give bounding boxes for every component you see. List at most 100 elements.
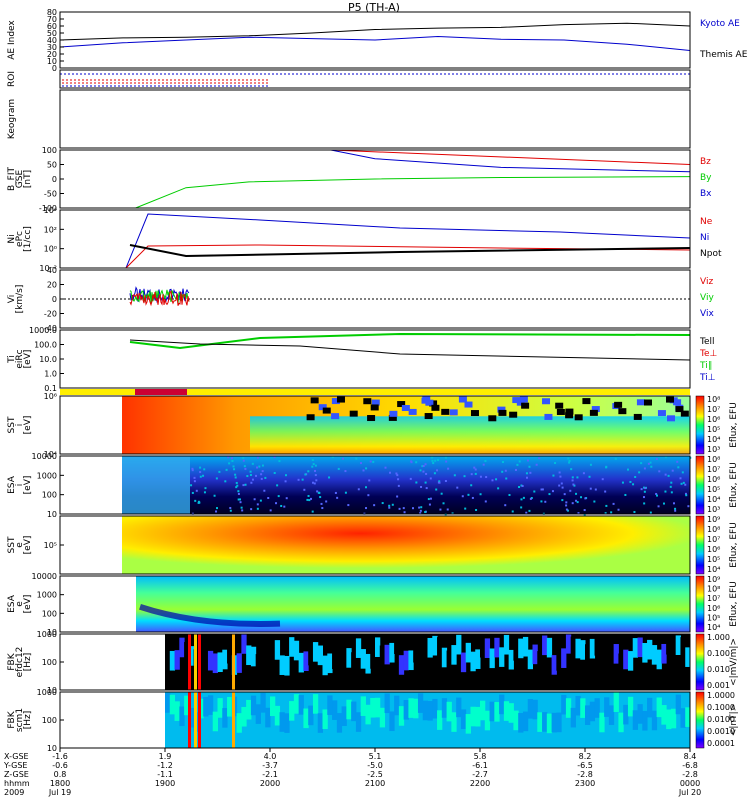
fbk-pixel: [289, 701, 295, 721]
fbk-pixel: [456, 697, 462, 718]
esa-ion-noise-pixel: [541, 488, 544, 491]
esa-ion-noise-pixel: [308, 499, 311, 502]
colorbar-tick-label: 10⁶: [707, 545, 720, 554]
esa-ion-noise-pixel: [664, 473, 667, 476]
y-tick-label: 0: [52, 64, 57, 73]
legend-entry: Ne: [700, 217, 713, 227]
colorbar-tick-label: 10⁷: [707, 405, 720, 414]
esa-ion-noise-pixel: [484, 500, 487, 503]
esa-ion-noise-pixel: [467, 493, 470, 496]
esa-ion-noise-pixel: [569, 489, 572, 492]
fbk-pixel: [551, 712, 557, 733]
esa-ion-noise-pixel: [275, 502, 278, 505]
fbk-pixel: [346, 648, 352, 668]
esa-ion-noise-pixel: [232, 465, 235, 468]
esa-ion-noise-pixel: [425, 472, 428, 475]
esa-ion-noise-pixel: [254, 474, 257, 477]
esa-ion-noise-pixel: [261, 470, 264, 473]
sst-ion-noise-pixel: [424, 413, 433, 420]
y-tick-label: 10⁵: [44, 541, 57, 550]
fbk-pixel: [370, 697, 376, 718]
sst-ion-noise-pixel: [363, 398, 372, 405]
colorbar-tick-label: 0.100: [707, 649, 730, 658]
fbk-pixel: [341, 706, 347, 726]
fbk-pixel: [317, 645, 323, 666]
esa-ion-noise-pixel: [429, 497, 432, 500]
sst-ion-noise-pixel: [509, 411, 518, 418]
fbk-pixel: [351, 701, 357, 722]
esa-ion-noise-pixel: [191, 469, 194, 472]
fbk-pixel: [580, 698, 586, 718]
fbk-pixel: [670, 708, 677, 729]
esa-ion-noise-pixel: [314, 464, 317, 467]
esa-ion-noise-pixel: [528, 465, 531, 468]
esa-ion-noise-pixel: [284, 480, 287, 483]
panel-12: 1.0000 0.1000 0.0100 0.0010 0.0001 <|nT|> 1000…: [7, 688, 739, 753]
esa-ion-noise-pixel: [241, 509, 244, 512]
esa-ion-noise-pixel: [446, 508, 449, 511]
fbk-pixel: [508, 649, 514, 670]
esa-ion-noise-pixel: [237, 498, 240, 501]
esa-ion-noise-pixel: [674, 509, 677, 512]
colorbar-tick-label: 0.0001: [707, 739, 735, 748]
fbk-pixel: [537, 651, 543, 671]
panel-frame: [59, 455, 691, 515]
colorbar-tick-label: 10⁷: [707, 594, 720, 603]
x-axis-row-label: Z-GSE: [4, 770, 29, 779]
esa-ion-noise-pixel: [456, 486, 459, 489]
esa-ion-noise-pixel: [402, 507, 405, 510]
esa-ion-noise-pixel: [365, 507, 368, 510]
x-tick-label: 5.8: [474, 752, 487, 761]
esa-ion-noise-pixel: [256, 503, 259, 506]
esa-ion-noise-pixel: [582, 472, 585, 475]
fbk-pixel: [546, 637, 553, 658]
esa-ion-noise-pixel: [218, 470, 221, 473]
esa-ion-noise-pixel: [680, 482, 683, 485]
esa-ion-noise-pixel: [280, 504, 283, 507]
fbk-pixel: [542, 635, 548, 656]
esa-ion-noise-pixel: [583, 509, 586, 512]
esa-ion-noise-pixel: [438, 481, 441, 484]
y-tick-label: 10000: [32, 572, 57, 581]
x-tick-label: 1800: [50, 779, 70, 788]
esa-ion-noise-pixel: [419, 509, 422, 512]
sst-ion-noise-pixel: [636, 399, 645, 406]
fbk-pixel: [260, 693, 266, 713]
esa-ion-noise-pixel: [409, 477, 412, 480]
esa-ion-noise-pixel: [355, 457, 358, 460]
esa-ion-noise-pixel: [610, 511, 613, 514]
y-tick-label: 1000.0: [29, 326, 57, 335]
esa-ion-noise-pixel: [234, 476, 237, 479]
fbk-burst: [188, 634, 191, 690]
esa-ion-noise-pixel: [278, 460, 281, 463]
fbk-pixel: [556, 712, 562, 733]
sst-ion-noise-pixel: [310, 397, 319, 404]
esa-ion-noise-pixel: [504, 469, 507, 472]
y-axis-label: Keogram: [7, 99, 17, 139]
y-tick-label: -40: [44, 324, 57, 333]
colorbar-tick-label: 1.0000: [707, 691, 735, 700]
panel-frame: [59, 69, 691, 89]
status-marker: [135, 389, 187, 395]
colorbar: [695, 691, 705, 749]
panel-background: [60, 330, 690, 388]
sst-ion-noise-pixel: [441, 408, 450, 415]
esa-ion-noise-pixel: [565, 504, 568, 507]
fbk-pixel: [585, 644, 591, 664]
legend-entry: Bx: [700, 189, 712, 199]
esa-ion-noise-pixel: [242, 484, 245, 487]
fbk-pixel: [413, 642, 419, 663]
esa-ion-noise-pixel: [551, 490, 554, 493]
sst-ion-noise-pixel: [408, 408, 417, 415]
esa-ion-noise-pixel: [588, 475, 591, 478]
y-tick-label: 40: [47, 36, 57, 45]
esa-ion-noise-pixel: [471, 496, 474, 499]
legend-entry: Te⊥: [699, 349, 718, 359]
esa-ion-noise-pixel: [431, 459, 434, 462]
sst-ion-noise-pixel: [464, 401, 473, 408]
esa-ion-noise-pixel: [485, 476, 488, 479]
esa-ion-noise-pixel: [250, 481, 253, 484]
esa-electron-feature: [139, 603, 281, 627]
fbk-pixel: [499, 694, 505, 715]
